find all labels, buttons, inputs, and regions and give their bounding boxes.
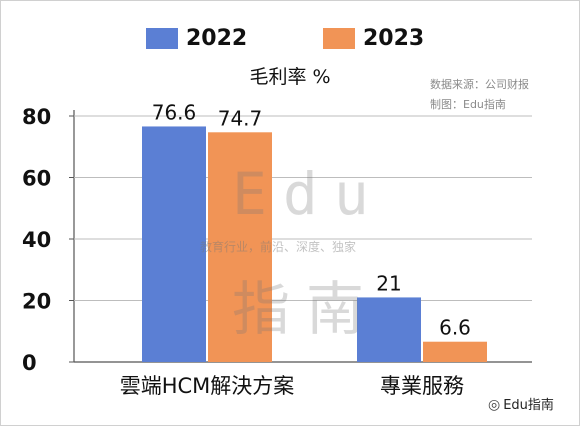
bar-2022-1	[357, 297, 421, 362]
y-tick-label: 60	[22, 167, 51, 191]
legend-item-2023: 2023	[323, 26, 424, 51]
legend-label-2023: 2023	[363, 26, 425, 51]
legend-swatch-2023	[323, 28, 355, 49]
bar-2023-0	[208, 132, 272, 362]
bar-2022-0	[142, 126, 206, 362]
legend-item-2022: 2022	[146, 26, 247, 51]
wechat-icon: ◎	[488, 397, 501, 413]
x-category-label: 雲端HCM解決方案	[120, 374, 295, 398]
chart-subtitle: 毛利率 %	[249, 66, 331, 88]
y-tick-label: 0	[22, 351, 37, 375]
legend-swatch-2022	[146, 28, 178, 49]
data-label: 21	[376, 271, 401, 295]
watermark-edu: Edu	[232, 160, 385, 228]
watermark-zhinan: 指南	[232, 275, 381, 343]
y-tick-label: 40	[22, 228, 51, 252]
footer-brand: ◎ Edu指南	[488, 394, 554, 413]
bar-2023-1	[423, 341, 487, 362]
data-label: 6.6	[439, 316, 471, 340]
source-line: 数据来源：公司财报	[430, 78, 529, 91]
credit-line: 制图：Edu指南	[430, 98, 506, 111]
footer-text: Edu指南	[503, 398, 554, 413]
data-label: 76.6	[152, 100, 197, 124]
data-label: 74.7	[218, 106, 263, 130]
legend: 2022 2023	[0, 26, 580, 56]
watermark-tagline: 教育行业，前沿、深度、独家	[200, 240, 357, 254]
x-category-label: 專業服務	[380, 374, 464, 398]
y-tick-label: 20	[22, 290, 51, 314]
legend-label-2022: 2022	[186, 26, 248, 51]
y-tick-label: 80	[22, 105, 51, 129]
